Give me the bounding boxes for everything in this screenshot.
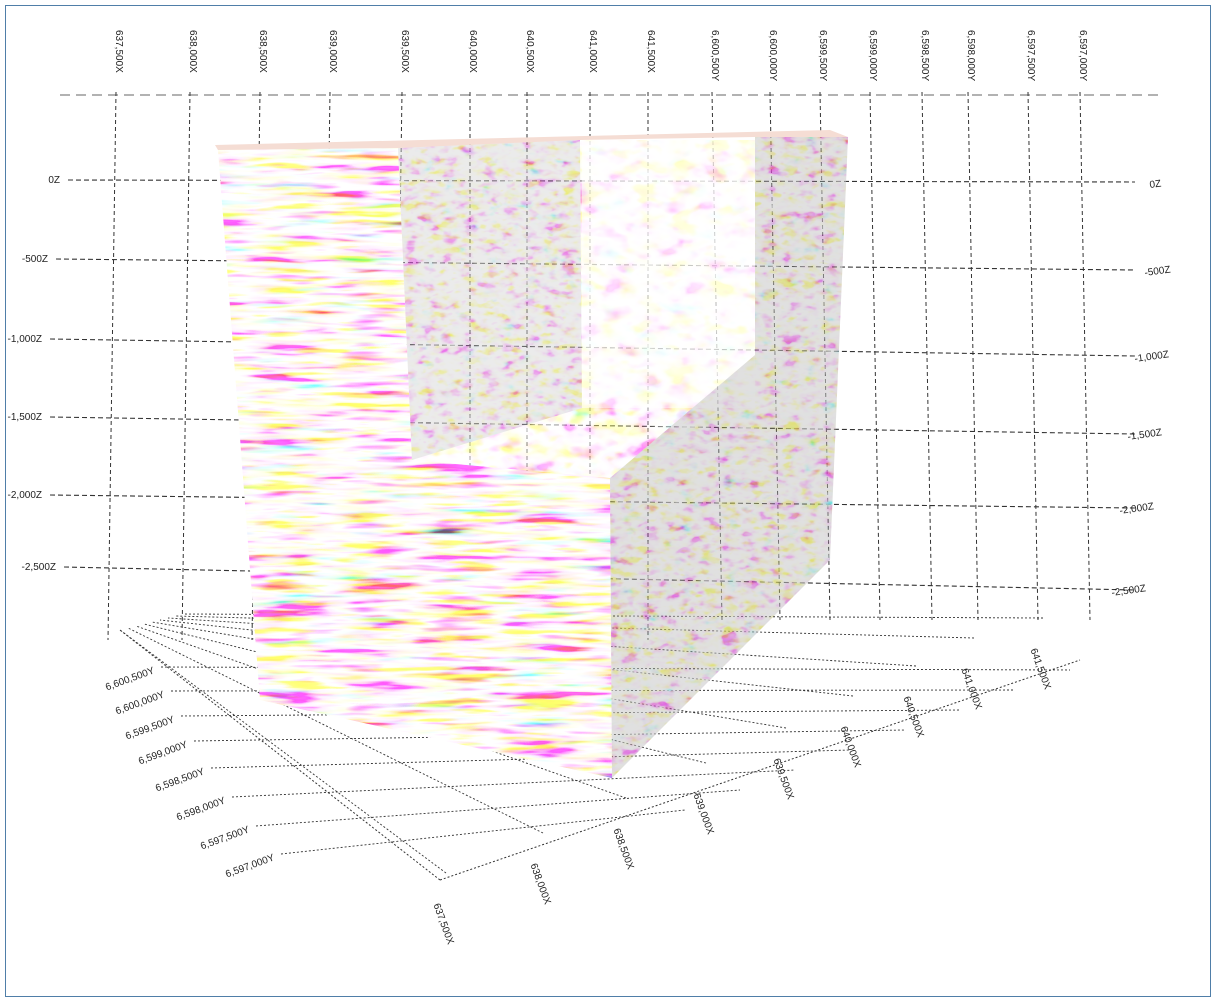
right-z-tick-label: -1,000Z	[1134, 349, 1170, 365]
bottom-x-tick-label: 638,000X	[528, 862, 553, 906]
z-grid-line	[49, 338, 1136, 357]
z-grid-line	[63, 566, 1136, 591]
floor-x-grid-line	[135, 625, 627, 799]
bottom-x-tick-label: 641,500X	[1028, 647, 1053, 691]
floor-y-grid-line	[210, 749, 851, 769]
y-grid-line	[1027, 91, 1039, 621]
floor-y-grid-line	[193, 729, 906, 742]
floor-y-grid-line	[255, 789, 741, 827]
bottom-x-tick-label: 637,500X	[431, 902, 456, 946]
bottom-x-tick-label: 640,500X	[901, 695, 926, 739]
top-y-tick-label: 6,598,500Y	[919, 30, 930, 81]
cutout-inner-face	[398, 140, 582, 460]
top-x-tick-label: 637,500X	[113, 30, 124, 73]
floor-y-grid-line	[160, 666, 1071, 671]
x-grid-line	[181, 91, 191, 641]
top-x-tick-label: 641,000X	[587, 30, 598, 73]
top-y-tick-label: 6,600,000Y	[767, 30, 778, 81]
top-x-tick-label: 640,500X	[524, 30, 535, 73]
right-z-tick-label: -2,500Z	[1111, 583, 1147, 599]
left-z-tick-label: 0Z	[48, 175, 60, 186]
left-z-tick-label: -500Z	[22, 254, 48, 265]
bottom-x-tick-label: 641,000X	[959, 667, 984, 711]
right-z-tick-label: -1,500Z	[1127, 427, 1163, 443]
bottom-y-tick-label: 6,600,000Y	[114, 689, 166, 717]
left-z-tick-label: -1,000Z	[8, 334, 42, 345]
right-z-tick-label: -2,000Z	[1119, 501, 1155, 517]
top-y-tick-label: 6,598,000Y	[965, 30, 976, 81]
right-z-tick-label: 0Z	[1149, 178, 1162, 191]
bottom-y-tick-label: 6,597,500Y	[199, 824, 251, 852]
bottom-y-tick-label: 6,598,000Y	[175, 795, 227, 823]
right-z-tick-label: -500Z	[1144, 264, 1171, 279]
left-z-tick-label: -1,500Z	[8, 412, 42, 423]
top-x-tick-label: 639,500X	[399, 30, 410, 73]
floor-x-grid-line	[127, 627, 544, 834]
bottom-x-tick-label: 639,000X	[691, 792, 716, 836]
bottom-x-tick-label: 640,000X	[838, 725, 863, 769]
bottom-y-tick-label: 6,597,000Y	[224, 852, 276, 880]
x-grid-line	[107, 91, 117, 641]
bottom-x-tick-label: 638,500X	[611, 827, 636, 871]
top-x-tick-label: 638,000X	[187, 30, 198, 73]
y-grid-line	[1079, 91, 1091, 621]
top-x-tick-label: 641,500X	[645, 30, 656, 73]
top-y-tick-label: 6,597,500Y	[1025, 30, 1036, 81]
top-y-tick-label: 6,599,500Y	[817, 30, 828, 81]
top-y-tick-label: 6,597,000Y	[1077, 30, 1088, 81]
top-x-tick-label: 639,000X	[327, 30, 338, 73]
seismic-volume	[215, 130, 848, 778]
bottom-y-tick-label: 6,600,500Y	[104, 665, 156, 693]
y-grid-line	[869, 91, 881, 621]
top-y-tick-label: 6,600,500Y	[709, 30, 720, 81]
y-grid-line	[921, 91, 933, 621]
top-x-tick-label: 640,000X	[467, 30, 478, 73]
floor-y-grid-line	[231, 769, 796, 798]
top-y-tick-label: 6,599,000Y	[867, 30, 878, 81]
left-z-tick-label: -2,000Z	[8, 490, 42, 501]
bottom-y-tick-label: 6,598,500Y	[154, 766, 206, 794]
left-z-tick-label: -2,500Z	[22, 562, 56, 573]
y-grid-line	[967, 91, 979, 621]
z-grid-line	[49, 494, 1136, 509]
bottom-y-tick-label: 6,599,500Y	[124, 714, 176, 742]
floor-edge	[439, 659, 1081, 881]
z-grid-line	[49, 416, 1136, 435]
bottom-x-tick-label: 639,500X	[771, 757, 796, 801]
bottom-y-tick-label: 6,599,000Y	[137, 739, 189, 767]
top-x-tick-label: 638,500X	[257, 30, 268, 73]
